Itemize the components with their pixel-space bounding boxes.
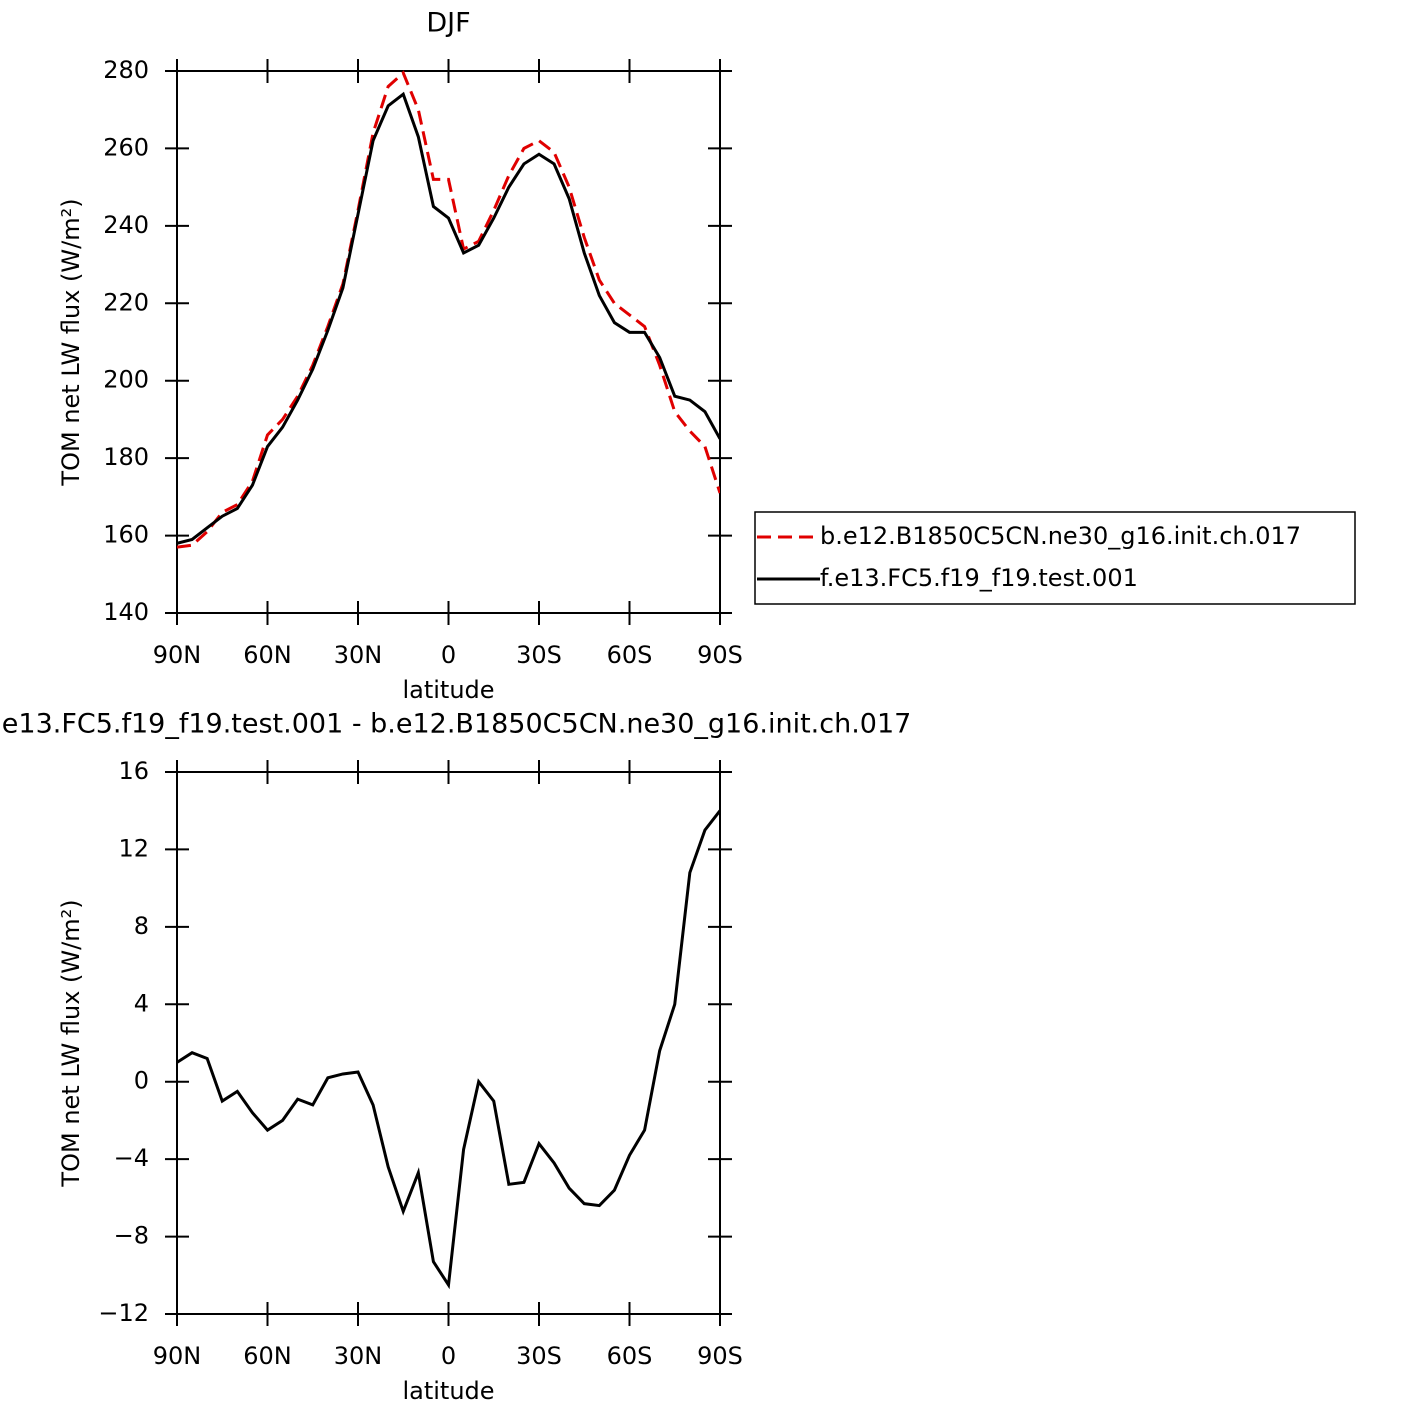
- y-tick-label: −12: [98, 1299, 149, 1327]
- y-axis-label: TOM net LW flux (W/m²): [57, 899, 85, 1187]
- y-tick-label: 260: [103, 133, 149, 161]
- legend-label: f.e13.FC5.f19_f19.test.001: [820, 564, 1138, 592]
- y-axis-label: TOM net LW flux (W/m²): [57, 198, 85, 486]
- x-tick-label: 90N: [153, 1342, 202, 1370]
- x-axis-label: latitude: [402, 676, 494, 704]
- y-tick-label: −8: [114, 1222, 149, 1250]
- y-tick-label: −4: [114, 1144, 149, 1172]
- x-tick-label: 30N: [334, 1342, 383, 1370]
- x-tick-label: 60S: [607, 1342, 653, 1370]
- x-tick-label: 30N: [334, 641, 383, 669]
- legend-label: b.e12.B1850C5CN.ne30_g16.init.ch.017: [820, 522, 1301, 550]
- x-tick-label: 60S: [607, 641, 653, 669]
- y-tick-label: 200: [103, 366, 149, 394]
- y-tick-label: 140: [103, 598, 149, 626]
- data-line: [177, 70, 720, 549]
- plot-frame: [176, 771, 721, 1315]
- chart-title: DJF: [426, 8, 470, 39]
- y-tick-label: 220: [103, 288, 149, 316]
- y-tick-label: 180: [103, 443, 149, 471]
- plot-frame: [176, 70, 721, 614]
- x-tick-label: 0: [441, 1342, 456, 1370]
- y-tick-label: 160: [103, 521, 149, 549]
- x-tick-label: 90N: [153, 641, 202, 669]
- chart-title: f.e13.FC5.f19_f19.test.001 - b.e12.B1850…: [0, 709, 911, 740]
- y-tick-label: 0: [134, 1067, 149, 1095]
- data-line: [177, 91, 720, 545]
- x-tick-label: 60N: [243, 641, 292, 669]
- y-tick-label: 4: [134, 989, 149, 1017]
- y-tick-label: 240: [103, 211, 149, 239]
- x-tick-label: 60N: [243, 1342, 292, 1370]
- x-tick-label: 90S: [697, 641, 743, 669]
- x-axis-label: latitude: [402, 1377, 494, 1405]
- x-tick-label: 0: [441, 641, 456, 669]
- y-tick-label: 12: [118, 834, 149, 862]
- y-tick-label: 8: [134, 912, 149, 940]
- y-tick-label: 280: [103, 56, 149, 84]
- x-tick-label: 30S: [516, 641, 562, 669]
- data-line: [177, 809, 720, 1290]
- y-tick-label: 16: [118, 757, 149, 785]
- x-tick-label: 90S: [697, 1342, 743, 1370]
- legend-box: [754, 511, 1356, 605]
- x-tick-label: 30S: [516, 1342, 562, 1370]
